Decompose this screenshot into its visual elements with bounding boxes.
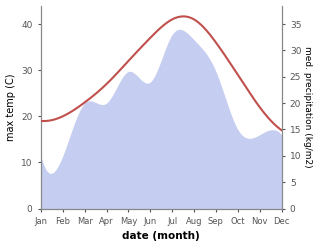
Y-axis label: max temp (C): max temp (C) bbox=[5, 73, 16, 141]
X-axis label: date (month): date (month) bbox=[122, 231, 200, 242]
Y-axis label: med. precipitation (kg/m2): med. precipitation (kg/m2) bbox=[303, 46, 313, 168]
